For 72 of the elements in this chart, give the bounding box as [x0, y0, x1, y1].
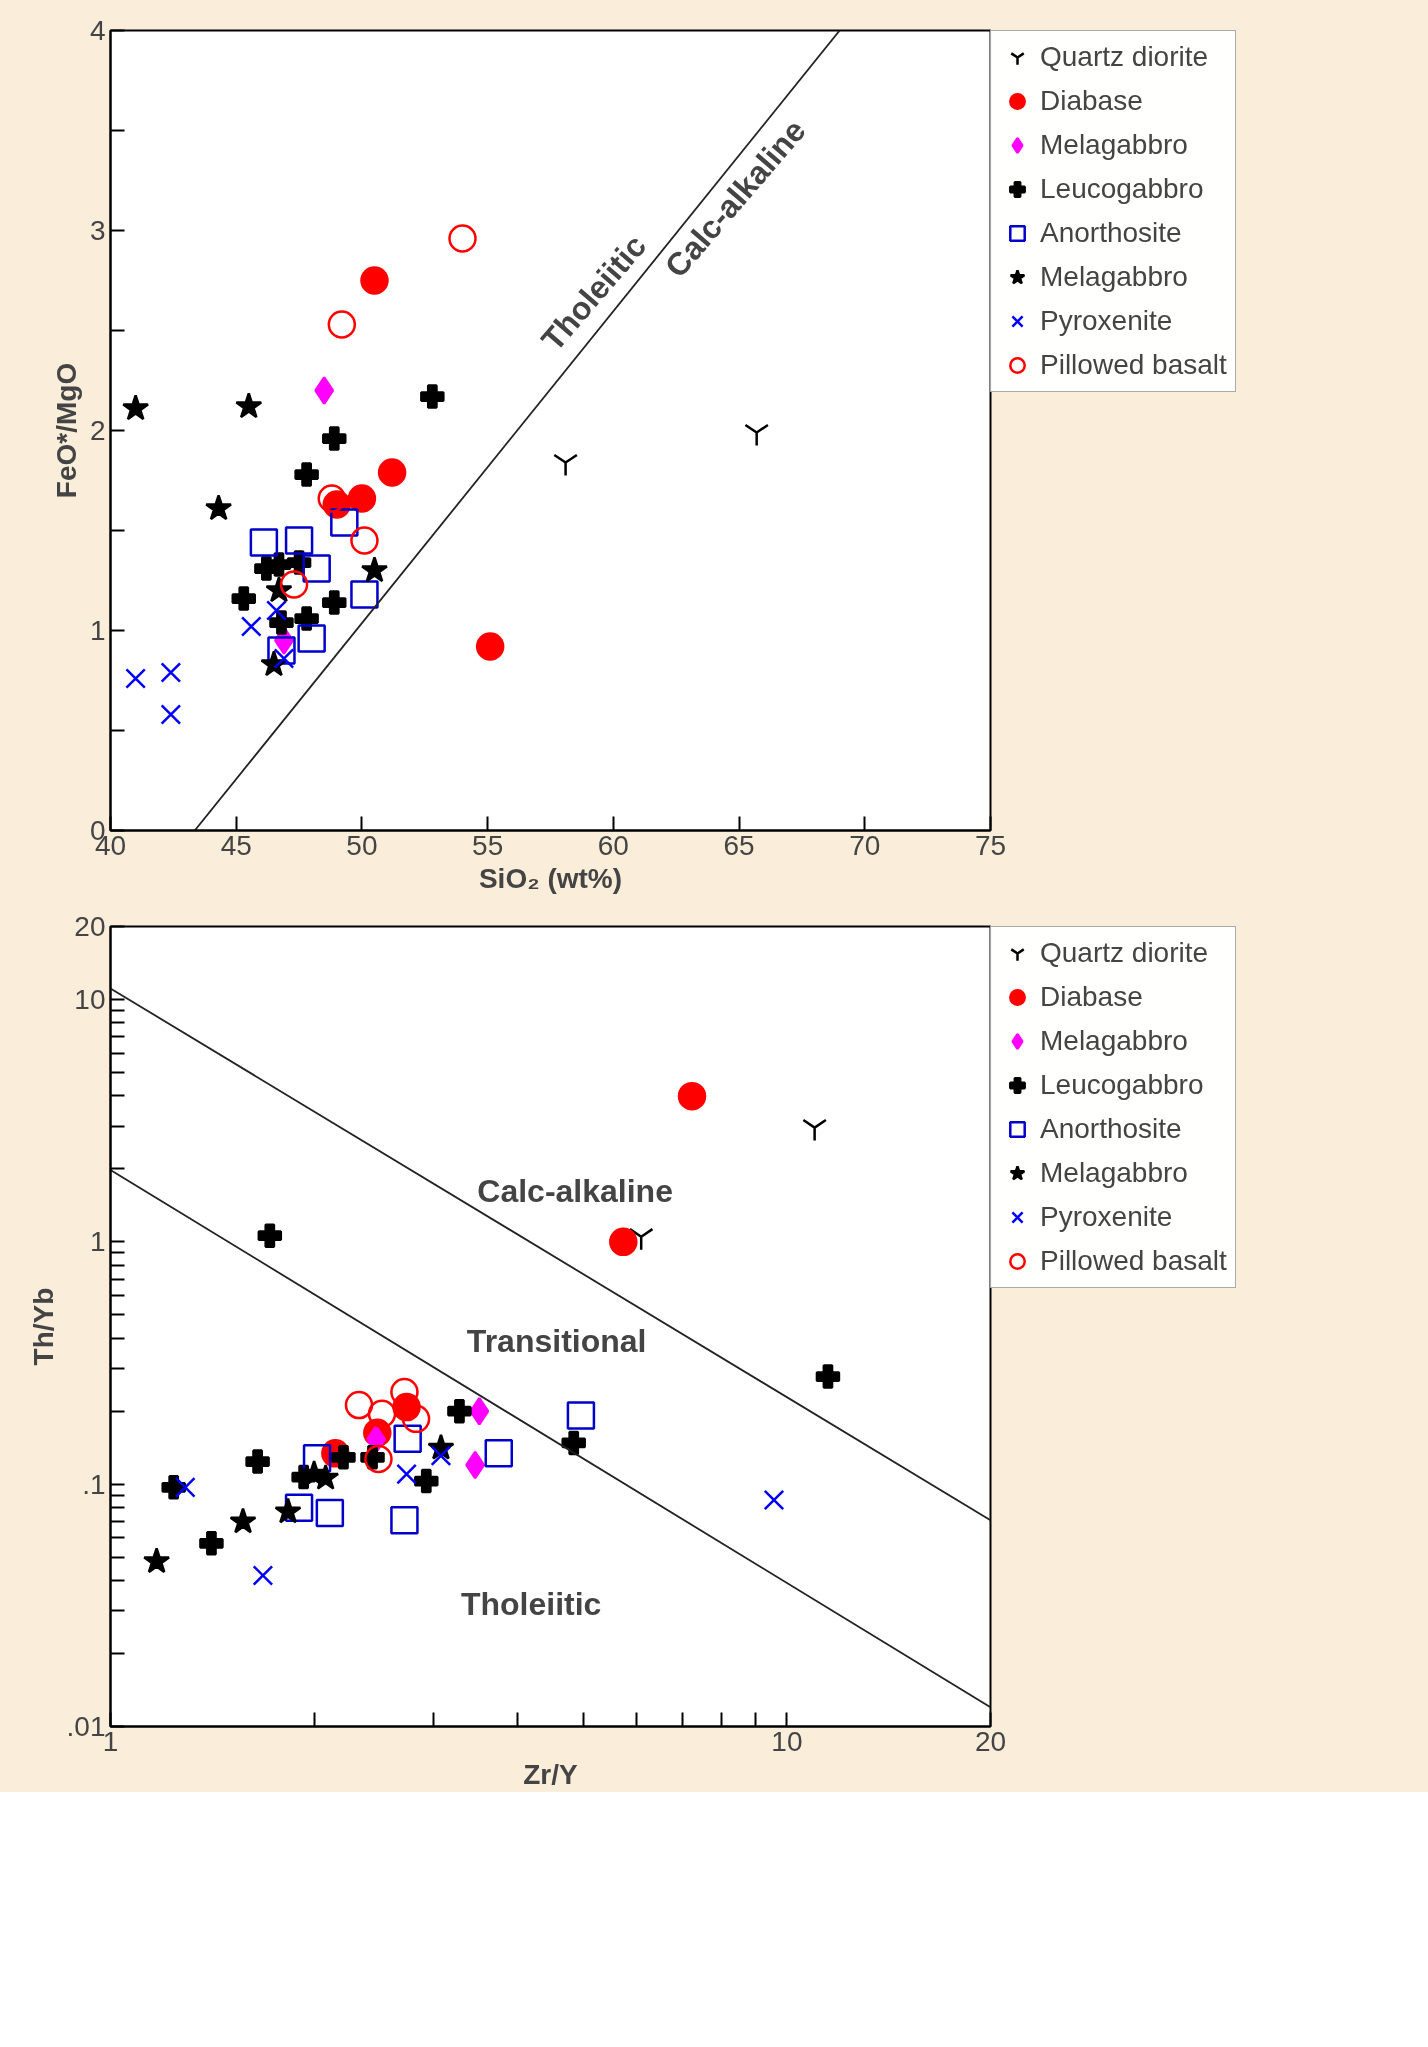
x-tick-label: 10 — [771, 1725, 803, 1757]
y-tick-label: 2 — [89, 415, 106, 446]
y-tick-label: 20 — [74, 911, 106, 942]
point — [284, 526, 314, 555]
point — [420, 384, 445, 409]
x-axis-title: SiO₂ (wt%) — [478, 862, 623, 894]
x-axis-title: Zr/Y — [523, 1758, 579, 1790]
y-tick-label: 1 — [89, 615, 106, 646]
point — [125, 668, 147, 689]
point — [327, 310, 357, 339]
y-tick-label: 3 — [89, 215, 106, 246]
point — [279, 570, 309, 599]
legend-label: Diabase — [1040, 85, 1143, 117]
annotation: Tholeiitic — [460, 1586, 602, 1623]
y-tick-label: 10 — [74, 983, 106, 1015]
legend-label: Quartz diorite — [1040, 41, 1209, 73]
point — [160, 704, 182, 725]
point — [322, 426, 347, 451]
x-tick-label: 60 — [597, 829, 629, 861]
x-tick-label: 65 — [723, 829, 755, 861]
legend-label: Pillowed basalt — [1040, 1245, 1227, 1277]
point — [360, 556, 389, 583]
point — [266, 600, 287, 621]
x-tick-label: 45 — [220, 829, 252, 861]
point — [377, 458, 407, 487]
y-tick-label: 4 — [89, 15, 106, 46]
point — [350, 526, 379, 555]
legend-label: Pyroxenite — [1040, 305, 1173, 337]
point — [360, 266, 389, 295]
point — [205, 494, 233, 521]
legend-label: Anorthosite — [1040, 1113, 1182, 1145]
legend-label: Pyroxenite — [1040, 1201, 1173, 1233]
x-tick-label: 55 — [472, 829, 504, 861]
y-axis-title: FeO*/MgO — [50, 362, 82, 499]
legend-label: Melagabbro — [1040, 261, 1188, 293]
point — [322, 590, 347, 615]
annotation: Transitional — [466, 1322, 647, 1359]
point — [235, 392, 263, 419]
legend-label: Melagabbro — [1040, 129, 1188, 161]
point — [297, 624, 326, 653]
annotation: Calc-alkaline — [477, 1173, 673, 1210]
point — [269, 610, 294, 635]
point — [122, 394, 150, 421]
point — [314, 376, 335, 405]
point — [240, 616, 262, 637]
point — [347, 484, 377, 513]
legend-label: Melagabbro — [1040, 1025, 1188, 1057]
x-tick-label: 20 — [974, 1725, 1007, 1757]
x-tick-label: 70 — [849, 829, 881, 861]
y-tick-label: 1 — [89, 1226, 106, 1258]
legend-label: Anorthosite — [1040, 217, 1182, 249]
legend-label: Quartz diorite — [1040, 937, 1209, 969]
point — [448, 224, 477, 253]
y-tick-label: .01 — [66, 1711, 106, 1742]
point — [317, 484, 347, 513]
point — [231, 586, 257, 611]
point — [302, 554, 331, 583]
legend-label: Diabase — [1040, 981, 1143, 1013]
y-tick-label: .1 — [82, 1468, 106, 1500]
point — [249, 528, 279, 557]
point — [350, 580, 379, 609]
point — [475, 632, 505, 661]
legend-label: Pillowed basalt — [1040, 349, 1227, 381]
legend-label: Leucogabbro — [1040, 173, 1204, 205]
point — [160, 662, 182, 683]
point — [294, 462, 319, 487]
point — [294, 606, 319, 631]
x-tick-label: 75 — [974, 829, 1007, 861]
legend-label: Melagabbro — [1040, 1157, 1188, 1189]
y-axis-title: Th/Yb — [27, 1287, 59, 1366]
x-tick-label: 50 — [346, 829, 378, 861]
legend-label: Leucogabbro — [1040, 1069, 1204, 1101]
